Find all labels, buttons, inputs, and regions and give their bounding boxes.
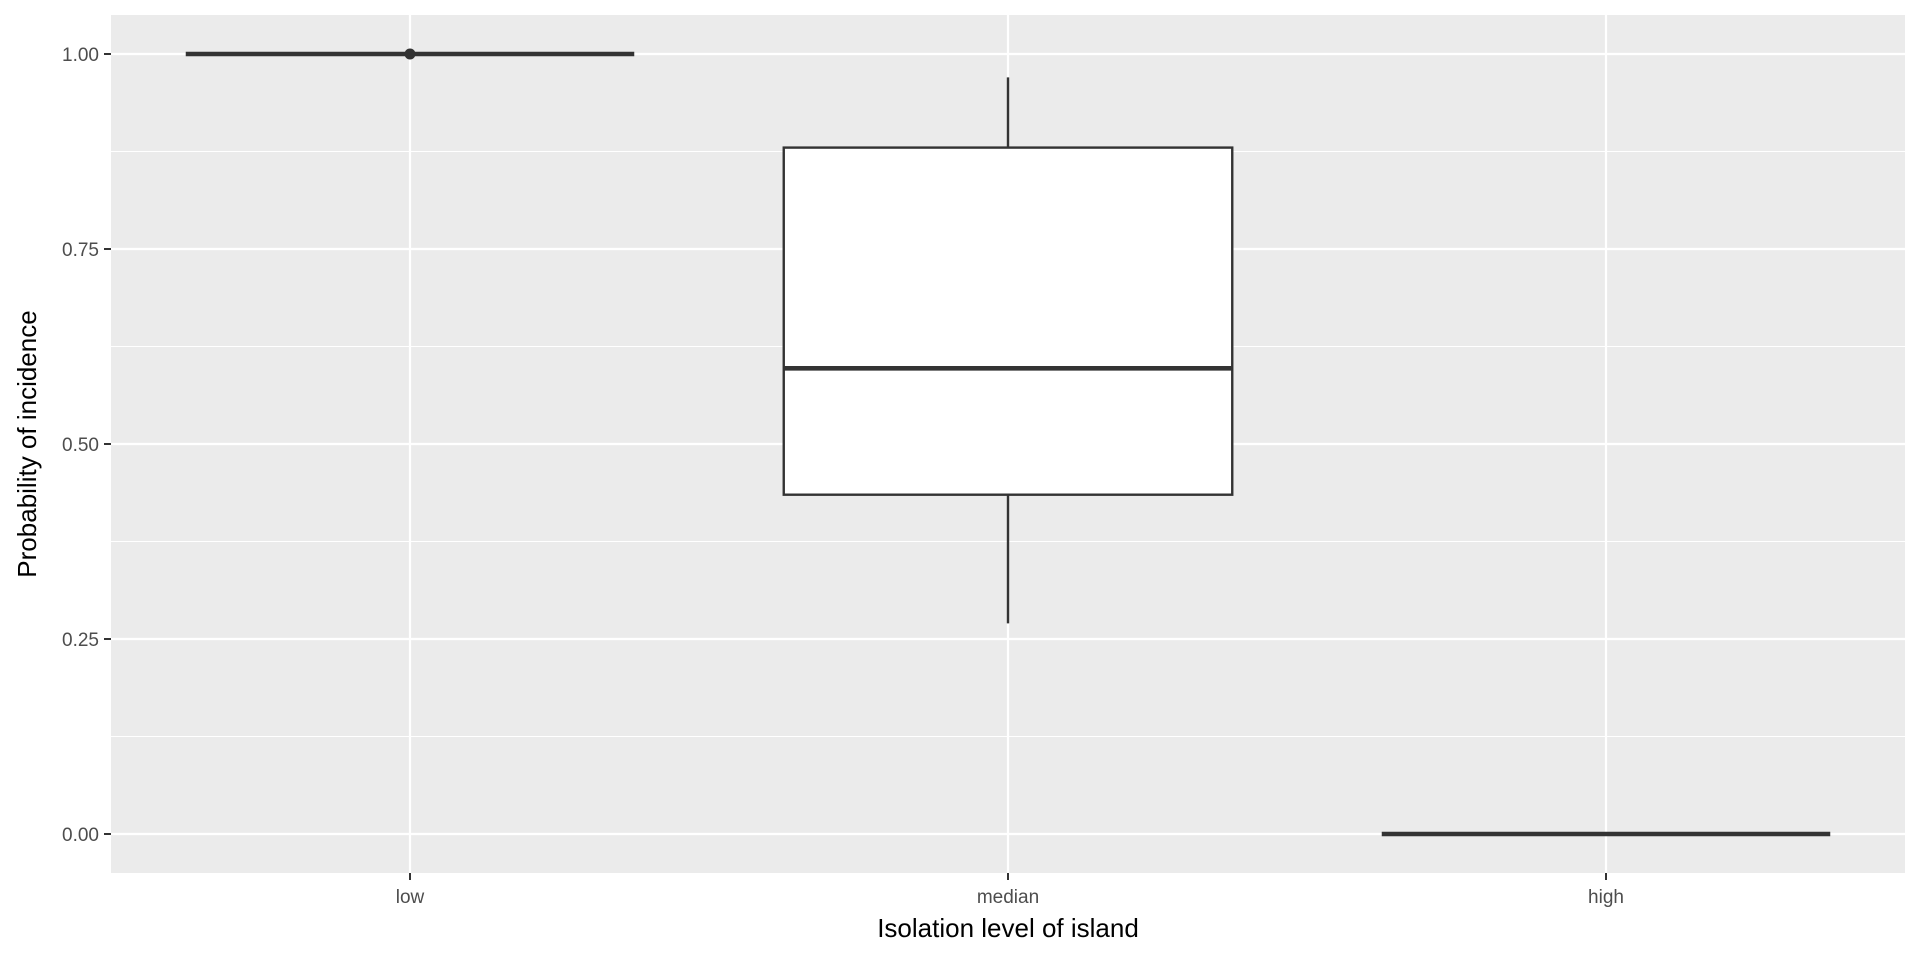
y-tick-label: 1.00	[62, 45, 99, 66]
x-tick-label: low	[396, 887, 425, 908]
y-tick-label: 0.50	[62, 435, 99, 456]
y-tick-label: 0.25	[62, 630, 99, 651]
box-low	[185, 48, 635, 60]
outlier-point	[404, 48, 416, 60]
box-body	[782, 146, 1234, 496]
y-tick-label: 0.75	[62, 240, 99, 261]
y-tick-label: 0.00	[62, 825, 99, 846]
x-axis-title: Isolation level of island	[877, 913, 1139, 943]
y-axis-title: Probability of incidence	[12, 310, 42, 577]
axes: 0.00 0.25 0.50 0.75 1.00 low median high	[62, 45, 1624, 908]
boxes	[185, 48, 1831, 837]
box-median	[782, 77, 1234, 624]
x-tick-label: high	[1588, 887, 1624, 908]
x-tick-label: median	[977, 887, 1039, 908]
